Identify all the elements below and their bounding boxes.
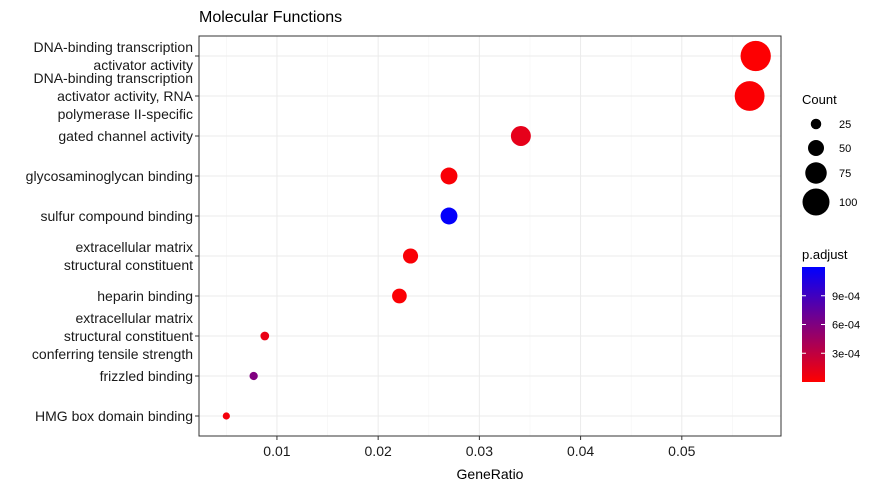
count-legend-label: 75 <box>839 168 851 180</box>
x-tick-label: 0.03 <box>466 443 493 459</box>
y-tick-label: heparin binding <box>97 288 193 304</box>
y-tick-label: extracellular matrix structural constitue… <box>64 239 193 273</box>
count-legend-key <box>802 188 830 216</box>
data-point <box>249 371 258 381</box>
data-point <box>510 126 531 146</box>
count-legend-title: Count <box>802 92 837 107</box>
x-tick-label: 0.01 <box>263 443 290 459</box>
data-point <box>402 248 419 264</box>
panel-border <box>198 35 782 437</box>
y-tick-label: sulfur compound binding <box>40 208 193 224</box>
p-adjust-colorbar <box>802 267 825 382</box>
chart-title: Molecular Functions <box>199 9 342 26</box>
colorbar-tick-label: 6e-04 <box>832 320 860 332</box>
p-adjust-legend-title: p.adjust <box>802 247 848 262</box>
y-tick-label: frizzled binding <box>100 368 193 384</box>
count-legend-label: 100 <box>839 197 857 209</box>
count-legend: Count 25 50 75 100 <box>802 92 857 216</box>
colorbar-tick-label: 9e-04 <box>832 291 860 303</box>
y-tick-label: gated channel activity <box>58 128 193 144</box>
count-legend-label: 25 <box>839 119 851 131</box>
plot-area: 0.01 0.02 0.03 0.04 0.05 DNA-binding transcri… <box>26 35 782 459</box>
y-tick-label: HMG box domain binding <box>35 408 193 424</box>
colorbar-tick-label: 3e-04 <box>832 348 860 360</box>
x-tick-label: 0.05 <box>668 443 695 459</box>
p-adjust-legend: p.adjust 3e-04 6e-04 9e-04 <box>802 247 860 382</box>
data-point <box>392 288 407 304</box>
data-point <box>440 167 458 185</box>
y-tick-label: glycosaminoglycan binding <box>26 168 193 184</box>
data-point <box>740 40 771 72</box>
y-tick-label: DNA-binding transcription activator activ… <box>33 70 193 122</box>
data-point <box>734 81 765 111</box>
count-legend-key <box>808 140 824 156</box>
y-tick-label: DNA-binding transcription activator activ… <box>33 39 193 73</box>
x-tick-label: 0.02 <box>365 443 392 459</box>
x-tick-label: 0.04 <box>567 443 594 459</box>
data-point <box>440 207 458 225</box>
x-axis-title: GeneRatio <box>457 466 524 482</box>
y-tick-label: extracellular matrix structural constitue… <box>32 310 193 362</box>
count-legend-label: 50 <box>839 143 851 155</box>
data-point <box>260 331 270 341</box>
data-point <box>222 412 230 420</box>
count-legend-key <box>810 118 822 130</box>
count-legend-key <box>805 162 827 184</box>
